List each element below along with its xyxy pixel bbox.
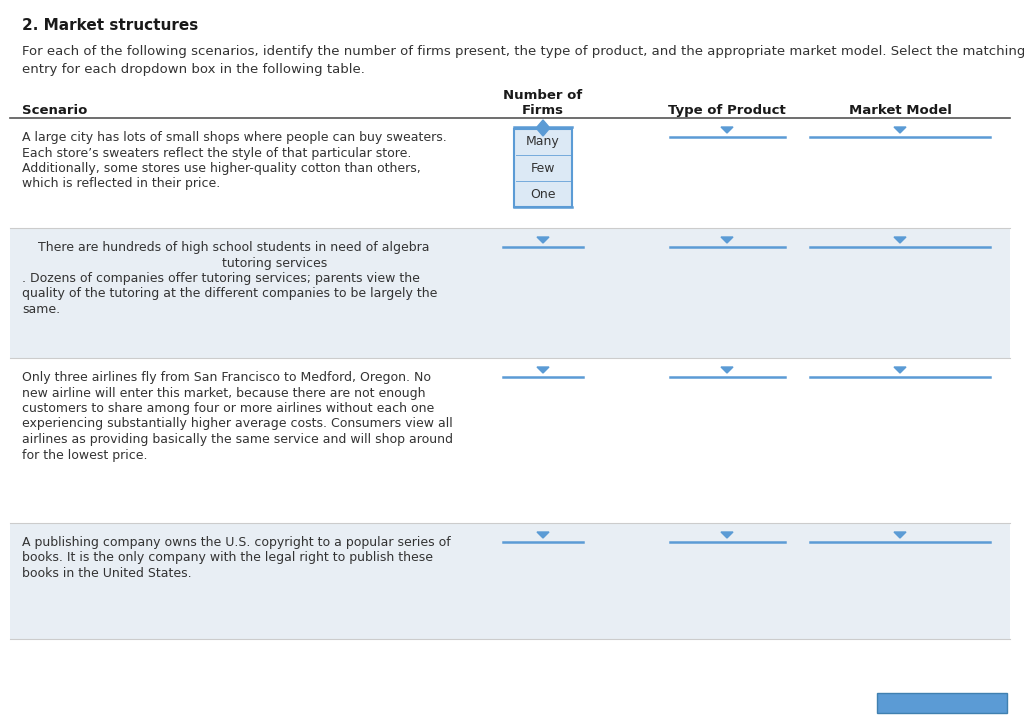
Text: Market Model: Market Model [849,104,951,117]
Text: airlines as providing basically the same service and will shop around: airlines as providing basically the same… [22,433,453,446]
Bar [10,229,1010,358]
Text: Many: Many [526,136,560,149]
Polygon shape [721,367,733,373]
Polygon shape [537,237,549,243]
Polygon shape [721,237,733,243]
Text: customers to share among four or more airlines without each one: customers to share among four or more ai… [22,402,434,415]
Text: quality of the tutoring at the different companies to be largely the: quality of the tutoring at the different… [22,287,437,300]
Bar [10,524,1010,639]
Text: A publishing company owns the U.S. copyright to a popular series of: A publishing company owns the U.S. copyr… [22,536,451,549]
Text: books in the United States.: books in the United States. [22,567,191,580]
Text: Few: Few [530,162,555,174]
Polygon shape [721,127,733,133]
Text: There are hundreds of high school students in need of algebra: There are hundreds of high school studen… [22,241,429,254]
Bar [514,129,572,207]
Polygon shape [894,532,906,538]
Text: for the lowest price.: for the lowest price. [22,448,147,461]
Text: 2. Market structures: 2. Market structures [22,18,199,33]
Text: same.: same. [22,303,60,316]
Text: Number of: Number of [504,89,583,102]
Text: One: One [530,187,556,200]
Bar [877,693,1007,713]
Text: Only three airlines fly from San Francisco to Medford, Oregon. No: Only three airlines fly from San Francis… [22,371,431,384]
Polygon shape [721,532,733,538]
Text: Scenario: Scenario [22,104,87,117]
Text: Each store’s sweaters reflect the style of that particular store.: Each store’s sweaters reflect the style … [22,147,412,159]
Text: books. It is the only company with the legal right to publish these: books. It is the only company with the l… [22,551,433,565]
Polygon shape [894,237,906,243]
Text: . Dozens of companies offer tutoring services; parents view the: . Dozens of companies offer tutoring ser… [22,272,420,285]
Text: A large city has lots of small shops where people can buy sweaters.: A large city has lots of small shops whe… [22,131,446,144]
Text: tutoring services: tutoring services [22,257,328,270]
Text: For each of the following scenarios, identify the number of firms present, the t: For each of the following scenarios, ide… [22,45,1024,58]
Polygon shape [894,367,906,373]
Text: entry for each dropdown box in the following table.: entry for each dropdown box in the follo… [22,63,365,76]
Polygon shape [537,367,549,373]
Text: new airline will enter this market, because there are not enough: new airline will enter this market, beca… [22,387,426,400]
Polygon shape [537,129,549,136]
Text: which is reflected in their price.: which is reflected in their price. [22,177,220,190]
Text: experiencing substantially higher average costs. Consumers view all: experiencing substantially higher averag… [22,418,453,430]
Polygon shape [537,532,549,538]
Polygon shape [894,127,906,133]
Text: Additionally, some stores use higher-quality cotton than others,: Additionally, some stores use higher-qua… [22,162,421,175]
Text: Firms: Firms [522,104,564,117]
Polygon shape [537,120,549,127]
Text: Type of Product: Type of Product [668,104,785,117]
